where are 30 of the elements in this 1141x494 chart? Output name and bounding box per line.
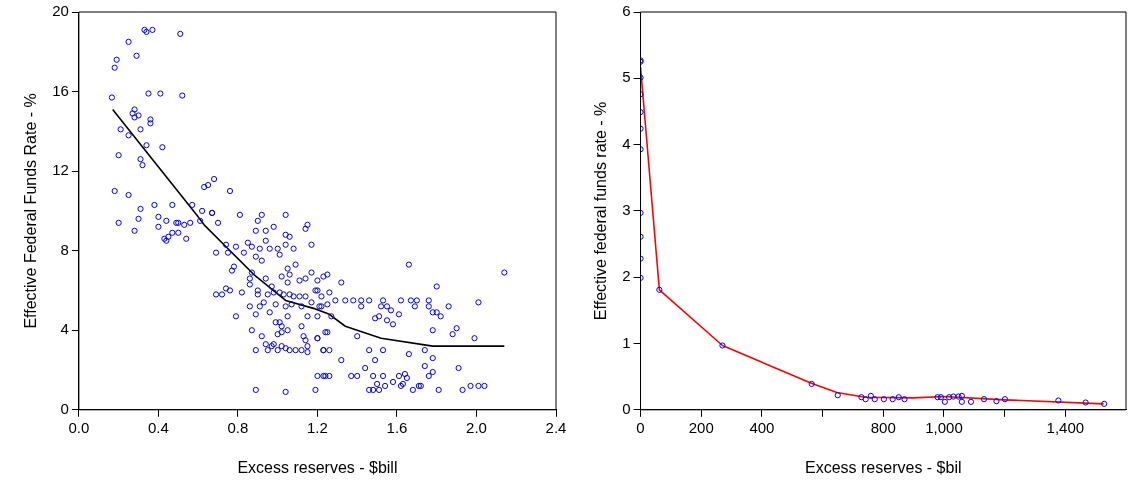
- y-tick-label: 4: [622, 134, 631, 152]
- y-tick-label: 0: [60, 399, 69, 417]
- x-tick-label: 2.0: [466, 418, 487, 436]
- y-tick-label: 1: [622, 333, 631, 351]
- x-tick-label: 2.4: [545, 418, 567, 436]
- x-axis-title: Excess reserves - $bill: [237, 458, 398, 476]
- y-tick-label: 8: [60, 240, 69, 258]
- y-tick-label: 5: [622, 68, 631, 86]
- x-tick-label: 1,400: [1046, 418, 1085, 436]
- y-tick-label: 6: [622, 2, 631, 20]
- y-tick-label: 20: [52, 2, 69, 20]
- y-tick-label: 2: [622, 267, 631, 285]
- x-tick-label: 1.2: [307, 418, 328, 436]
- x-tick-label: 0.8: [227, 418, 249, 436]
- y-tick-label: 16: [52, 81, 69, 99]
- x-tick-label: 0.0: [68, 418, 90, 436]
- y-tick-label: 3: [622, 201, 631, 219]
- x-tick-label: 400: [749, 418, 775, 436]
- x-tick-label: 1,000: [925, 418, 963, 436]
- y-tick-label: 4: [60, 320, 69, 338]
- y-tick-label: 0: [622, 399, 631, 417]
- y-axis-title: Effective Federal Funds Rate - %: [22, 93, 40, 329]
- x-tick-label: 0.4: [147, 418, 169, 436]
- y-tick-label: 12: [52, 161, 69, 179]
- y-axis-title: Effective federal funds rate - %: [592, 101, 610, 321]
- x-tick-label: 800: [870, 418, 896, 436]
- x-tick-label: 200: [688, 418, 714, 436]
- x-axis-title: Excess reserves - $bil: [805, 458, 962, 476]
- x-tick-label: 0: [636, 418, 645, 436]
- x-tick-label: 1.6: [386, 418, 408, 436]
